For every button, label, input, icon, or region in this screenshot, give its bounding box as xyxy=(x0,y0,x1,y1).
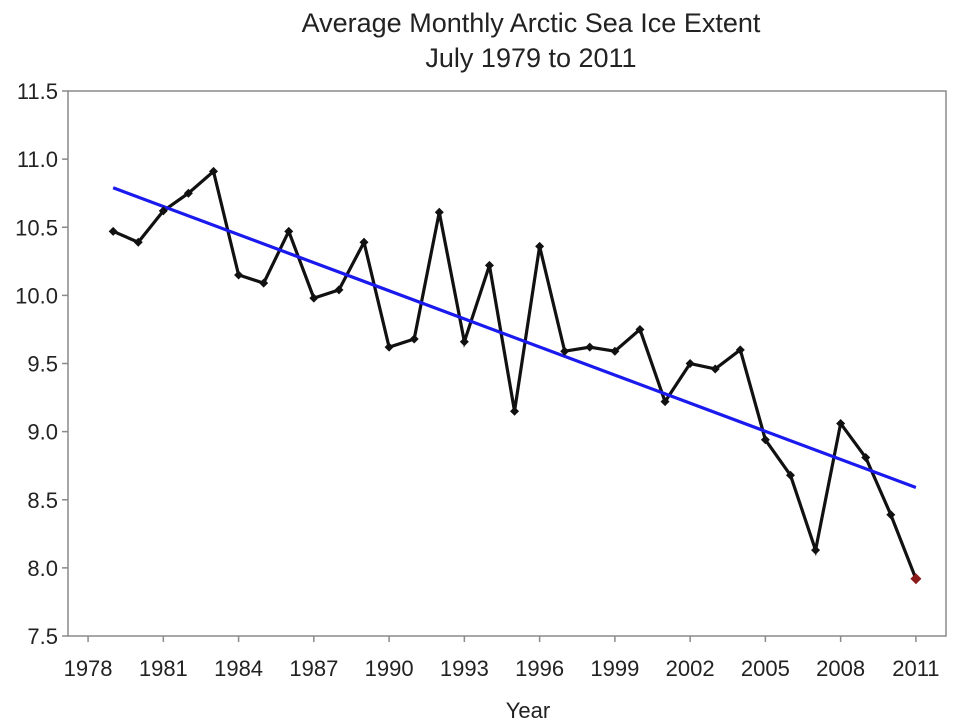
data-point xyxy=(158,206,168,216)
data-point xyxy=(484,260,494,270)
x-tick-label: 2005 xyxy=(741,656,790,681)
data-point xyxy=(861,453,871,463)
y-tick-label: 8.0 xyxy=(27,556,58,581)
y-tick-label: 9.0 xyxy=(27,420,58,445)
data-point xyxy=(610,346,620,356)
data-point xyxy=(585,342,595,352)
data-point-highlight xyxy=(910,573,922,585)
x-tick-label: 2008 xyxy=(816,656,865,681)
data-point xyxy=(133,237,143,247)
data-point xyxy=(108,226,118,236)
y-tick-label: 10.0 xyxy=(15,283,58,308)
y-axis: 7.5 8.0 8.5 9.0 9.5 10.0 10.5 11.0 11.5 xyxy=(15,79,68,649)
data-point xyxy=(785,470,795,480)
x-tick-label: 1996 xyxy=(515,656,564,681)
chart-subtitle: July 1979 to 2011 xyxy=(425,43,636,73)
x-tick-label: 1984 xyxy=(214,656,263,681)
data-point xyxy=(459,337,469,347)
data-point xyxy=(886,510,896,520)
data-point xyxy=(685,359,695,368)
data-point xyxy=(735,345,745,355)
data-point xyxy=(309,293,319,303)
x-axis: 1978 1981 1984 1987 1990 1993 1996 1999 2002 2005… xyxy=(64,636,940,681)
data-point xyxy=(334,285,344,295)
x-tick-label: 1978 xyxy=(64,656,113,681)
y-tick-label: 8.5 xyxy=(27,488,58,513)
y-tick-label: 11.5 xyxy=(17,79,58,104)
x-tick-label: 2002 xyxy=(666,656,715,681)
data-point xyxy=(359,237,369,247)
data-point xyxy=(760,435,770,445)
data-point xyxy=(560,346,570,356)
data-point xyxy=(535,241,545,251)
x-tick-label: 1993 xyxy=(440,656,489,681)
data-point xyxy=(710,364,720,374)
data-point xyxy=(208,166,218,176)
data-point xyxy=(510,406,520,416)
data-point xyxy=(434,207,444,217)
trend-line xyxy=(112,186,917,489)
x-tick-label: 1990 xyxy=(365,656,414,681)
y-tick-label: 11.0 xyxy=(17,147,58,172)
data-point xyxy=(259,278,269,288)
data-point xyxy=(234,270,244,280)
data-point xyxy=(183,188,193,198)
x-tick-label: 1981 xyxy=(139,656,188,681)
y-tick-label: 9.5 xyxy=(27,352,58,377)
x-axis-title: Year xyxy=(506,698,550,723)
x-tick-label: 2011 xyxy=(892,656,939,681)
y-tick-label: 10.5 xyxy=(15,215,58,240)
data-point xyxy=(836,418,846,428)
x-tick-label: 1987 xyxy=(289,656,338,681)
series-layer xyxy=(108,166,922,585)
data-point xyxy=(635,324,645,334)
data-point xyxy=(384,342,394,352)
chart-title: Average Monthly Arctic Sea Ice Extent xyxy=(302,8,761,38)
data-point xyxy=(811,545,821,555)
x-tick-label: 1999 xyxy=(590,656,639,681)
data-point xyxy=(660,397,670,407)
data-point xyxy=(284,226,294,236)
data-point xyxy=(409,334,419,344)
y-tick-label: 7.5 xyxy=(27,624,58,649)
